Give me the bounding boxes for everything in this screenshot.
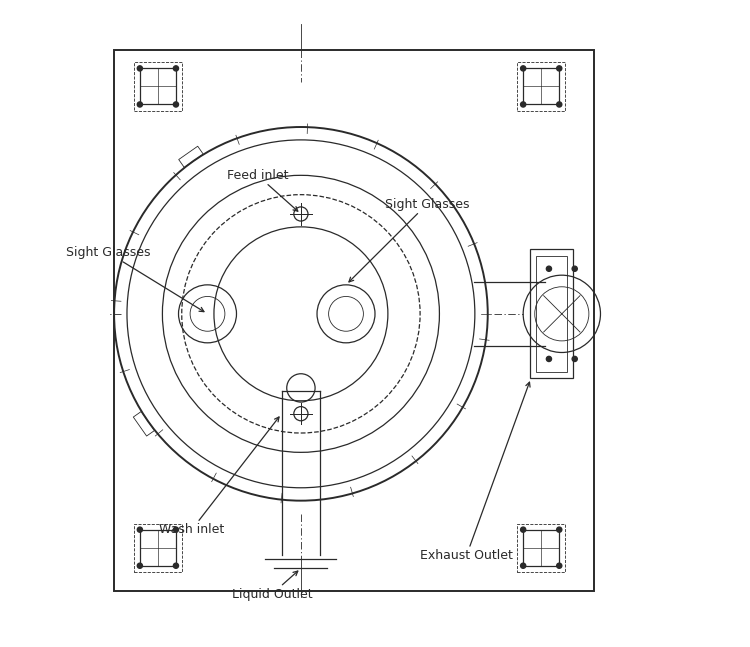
Circle shape: [556, 102, 562, 107]
Circle shape: [137, 527, 142, 532]
Circle shape: [546, 266, 551, 271]
Circle shape: [520, 66, 526, 71]
Bar: [114, 50, 594, 591]
Bar: [134, 62, 182, 111]
Bar: [536, 256, 567, 372]
Circle shape: [520, 563, 526, 568]
Text: Sight Glasses: Sight Glasses: [349, 198, 470, 282]
Circle shape: [173, 527, 178, 532]
Bar: [524, 530, 560, 565]
Text: Wash inlet: Wash inlet: [159, 417, 279, 536]
Text: Liquid Outlet: Liquid Outlet: [232, 571, 312, 600]
Bar: [134, 523, 182, 572]
Circle shape: [520, 527, 526, 532]
Circle shape: [173, 563, 178, 568]
Text: Exhaust Outlet: Exhaust Outlet: [420, 382, 530, 562]
Bar: [524, 69, 560, 104]
Bar: [140, 530, 176, 565]
Circle shape: [520, 102, 526, 107]
Circle shape: [556, 527, 562, 532]
Circle shape: [137, 563, 142, 568]
Text: Sight Glasses: Sight Glasses: [66, 246, 204, 312]
Circle shape: [556, 66, 562, 71]
Circle shape: [546, 356, 551, 362]
Circle shape: [173, 66, 178, 71]
Bar: [517, 523, 566, 572]
Circle shape: [572, 266, 578, 271]
Bar: [140, 69, 176, 104]
Circle shape: [556, 563, 562, 568]
Circle shape: [137, 102, 142, 107]
Circle shape: [572, 356, 578, 362]
Circle shape: [137, 66, 142, 71]
Bar: [517, 62, 566, 111]
Circle shape: [173, 102, 178, 107]
Text: Feed inlet: Feed inlet: [226, 169, 298, 211]
Bar: [530, 249, 574, 378]
